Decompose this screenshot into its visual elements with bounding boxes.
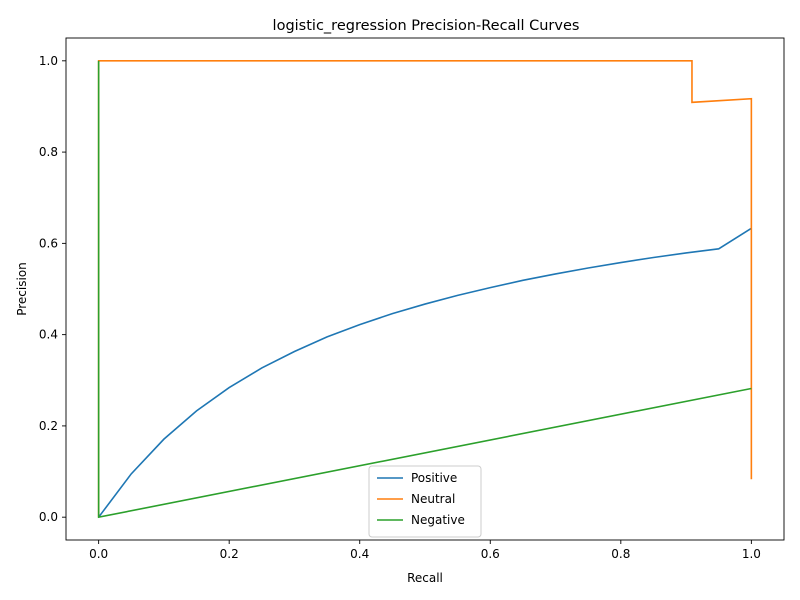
series-line-positive	[98, 227, 752, 518]
legend-label-neutral: Neutral	[411, 492, 455, 506]
y-tick-label: 0.8	[39, 145, 58, 159]
axes-frame	[65, 37, 785, 541]
series-line-negative	[97, 60, 752, 519]
legend-label-negative: Negative	[411, 513, 465, 527]
y-axis-label: Precision	[15, 262, 29, 316]
x-tick-label: 0.0	[89, 547, 108, 561]
y-tick-label: 0.4	[39, 328, 58, 342]
y-tick-label: 1.0	[39, 54, 58, 68]
axis-ticks: 0.0 0.2 0.4 0.6 0.8 1.0 0.0 0.2 0.4 0.6 0.8 1.0	[39, 54, 761, 561]
x-tick-label: 1.0	[742, 547, 761, 561]
x-tick-label: 0.8	[611, 547, 630, 561]
x-tick-label: 0.6	[481, 547, 500, 561]
x-tick-label: 0.4	[350, 547, 369, 561]
chart-title: logistic_regression Precision-Recall Cur…	[273, 18, 580, 34]
legend: Positive Neutral Negative	[368, 465, 482, 538]
y-tick-label: 0.6	[39, 236, 58, 250]
x-tick-label: 0.2	[220, 547, 239, 561]
plot-area	[97, 60, 753, 519]
legend-label-positive: Positive	[411, 471, 457, 485]
x-axis-label: Recall	[407, 571, 443, 585]
y-tick-label: 0.2	[39, 419, 58, 433]
y-tick-label: 0.0	[39, 510, 58, 524]
